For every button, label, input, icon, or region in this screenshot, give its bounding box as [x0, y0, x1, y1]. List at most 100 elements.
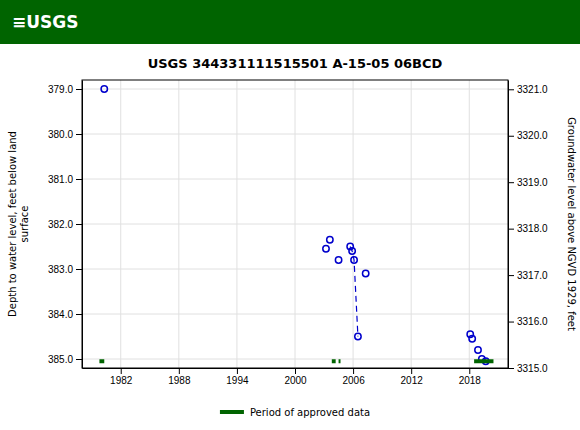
- tick-label: 2018: [459, 375, 482, 386]
- y-axis-label: Depth to water level, feet below landsur…: [7, 131, 30, 317]
- tick-label: 3321.0: [517, 84, 548, 95]
- tick: 3319.0: [508, 177, 548, 188]
- approved-period: [99, 359, 104, 363]
- tick-mark: [76, 89, 82, 90]
- tick-label: 3315.0: [517, 363, 548, 374]
- approved-period: [332, 359, 336, 363]
- plot-frame: [82, 80, 508, 368]
- tick: 3317.0: [508, 270, 548, 281]
- tick: 2006: [342, 368, 365, 386]
- tick: 1982: [110, 368, 133, 386]
- plot: 1982 1988 1994 2000 2006 2012 2018 379.0 380.0 38…: [48, 80, 548, 386]
- y-axis-label-line: surface: [19, 206, 30, 243]
- grid: [82, 80, 508, 368]
- tick-label: 385.0: [48, 354, 73, 365]
- tick-label: 382.0: [48, 219, 73, 230]
- tick: 3320.0: [508, 130, 548, 141]
- grid-line: [82, 134, 508, 135]
- marks: [99, 86, 493, 365]
- tick: 1988: [168, 368, 191, 386]
- y2-axis-label: Groundwater level above NGVD 1929, feet: [566, 117, 577, 331]
- tick-label: 381.0: [48, 174, 73, 185]
- tick: 384.0: [48, 309, 82, 320]
- tick-mark: [76, 359, 82, 360]
- legend-swatch: [220, 410, 244, 414]
- header-text: ≡USGS: [12, 12, 79, 32]
- data-point: [362, 270, 368, 276]
- tick-label: 2012: [401, 375, 424, 386]
- tick-label: 384.0: [48, 309, 73, 320]
- approved-period: [339, 359, 341, 363]
- tick-mark: [411, 368, 412, 374]
- y2-axis: 3315.0 3316.0 3317.0 3318.0 3319.0 3320.0 3321…: [508, 81, 548, 374]
- title: USGS 344331111515501 A-15-05 06BCD: [148, 56, 443, 71]
- tick: 3321.0: [508, 84, 548, 95]
- data-point: [349, 248, 355, 254]
- grid-line: [82, 89, 508, 90]
- tick: 2000: [284, 368, 307, 386]
- tick: 1994: [226, 368, 249, 386]
- tick-mark: [508, 322, 514, 323]
- tick-mark: [76, 224, 82, 225]
- tick-label: 1994: [226, 375, 249, 386]
- tick: 385.0: [48, 354, 82, 365]
- grid-line: [82, 179, 508, 180]
- data-point: [101, 86, 107, 92]
- header-bar: [0, 0, 580, 44]
- y-axis: 379.0 380.0 381.0 382.0 383.0 384.0 385.0: [48, 81, 83, 369]
- tick-mark: [353, 368, 354, 374]
- tick: 2018: [459, 368, 482, 386]
- tick-label: 2000: [284, 375, 307, 386]
- tick-mark: [508, 136, 514, 137]
- data-point: [335, 257, 341, 263]
- tick-label: 3317.0: [517, 270, 548, 281]
- tick-mark: [76, 269, 82, 270]
- data-point: [323, 246, 329, 252]
- x-axis: 1982 1988 1994 2000 2006 2012 2018: [83, 368, 509, 386]
- axis-line: [508, 81, 509, 369]
- legend-item: Period of approved data: [220, 407, 370, 418]
- data-point: [355, 333, 361, 339]
- tick-label: 379.0: [48, 84, 73, 95]
- grid-line: [82, 269, 508, 270]
- tick-mark: [508, 368, 514, 369]
- tick: 3316.0: [508, 316, 548, 327]
- tick-mark: [508, 89, 514, 90]
- tick-mark: [508, 229, 514, 230]
- tick-mark: [76, 134, 82, 135]
- data-point: [469, 336, 475, 342]
- axis-line: [82, 81, 83, 369]
- tick-label: 1982: [110, 375, 133, 386]
- tick-label: 3316.0: [517, 316, 548, 327]
- tick-label: 3318.0: [517, 223, 548, 234]
- tick-mark: [237, 368, 238, 374]
- y-axis-label-line: Depth to water level, feet below land: [7, 131, 18, 317]
- legend: Period of approved data: [220, 407, 370, 418]
- data-line: [350, 247, 358, 337]
- tick-mark: [76, 314, 82, 315]
- tick-label: 1988: [168, 375, 191, 386]
- tick: 2012: [401, 368, 424, 386]
- approved-period: [474, 359, 493, 363]
- tick-mark: [179, 368, 180, 374]
- tick-label: 2006: [342, 375, 365, 386]
- grid-line: [82, 224, 508, 225]
- data-point: [351, 257, 357, 263]
- tick: 382.0: [48, 219, 82, 230]
- tick-label: 380.0: [48, 129, 73, 140]
- tick: 383.0: [48, 264, 82, 275]
- grid-line: [82, 359, 508, 360]
- tick: 380.0: [48, 129, 82, 140]
- grid-line: [82, 314, 508, 315]
- data-point: [327, 237, 333, 243]
- tick-mark: [508, 275, 514, 276]
- tick-mark: [508, 182, 514, 183]
- tick: 3318.0: [508, 223, 548, 234]
- tick-label: 3319.0: [517, 177, 548, 188]
- tick: 381.0: [48, 174, 82, 185]
- tick-label: 383.0: [48, 264, 73, 275]
- tick-mark: [76, 179, 82, 180]
- chart: ≡USGS 1982 1988 1994 2000 2006 2012 2018 379.0 38…: [0, 0, 580, 430]
- tick-label: 3320.0: [517, 130, 548, 141]
- tick-mark: [121, 368, 122, 374]
